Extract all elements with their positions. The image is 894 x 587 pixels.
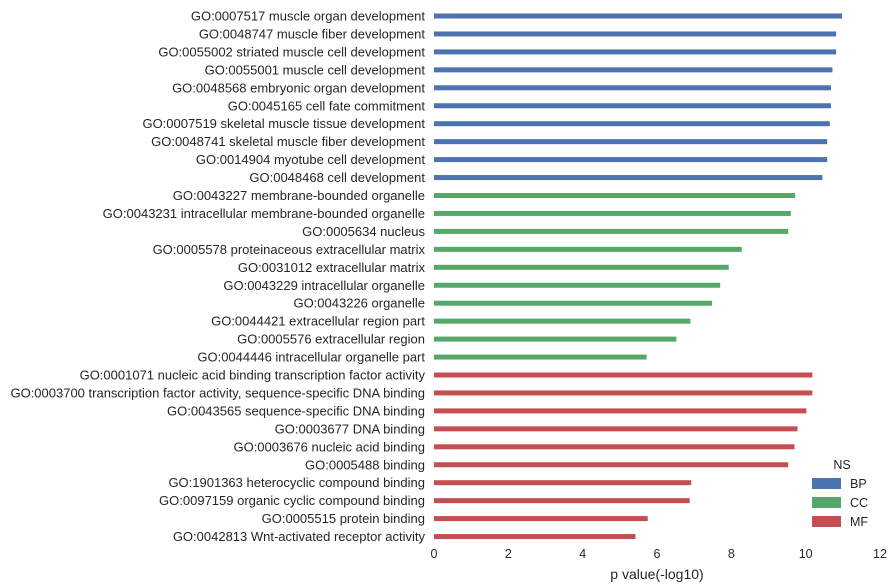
bar-bp — [434, 49, 837, 55]
x-tick-label: 6 — [654, 547, 661, 561]
category-label: GO:0043231 intracellular membrane-bounde… — [103, 206, 425, 221]
bar-cc — [434, 300, 713, 306]
legend: NS BP CC MF — [812, 458, 868, 529]
category-label: GO:0043565 sequence-specific DNA binding — [167, 403, 425, 418]
category-label: GO:0048741 skeletal muscle fiber develop… — [151, 134, 425, 149]
bar-cc — [434, 228, 789, 234]
category-label: GO:0001071 nucleic acid binding transcri… — [80, 368, 426, 383]
category-label: GO:0005488 binding — [305, 457, 425, 472]
bar-cc — [434, 282, 721, 288]
bar-cc — [434, 354, 647, 360]
category-label: GO:0007517 muscle organ development — [191, 9, 426, 24]
bars-layer — [434, 13, 843, 540]
category-label: GO:0048468 cell development — [249, 170, 425, 185]
bar-mf — [434, 462, 789, 468]
category-label: GO:0043226 organelle — [293, 296, 425, 311]
category-label: GO:0005578 proteinaceous extracellular m… — [153, 242, 426, 257]
x-tick-label: 8 — [728, 547, 735, 561]
bar-bp — [434, 175, 823, 181]
category-label: GO:0055002 striated muscle cell developm… — [158, 44, 425, 59]
bar-bp — [434, 103, 831, 109]
bar-bp — [434, 85, 831, 91]
category-label: GO:0043227 membrane-bounded organelle — [173, 188, 425, 203]
bar-mf — [434, 390, 813, 396]
x-tick-label: 10 — [799, 547, 813, 561]
x-tick-label: 2 — [505, 547, 512, 561]
category-label: GO:0044421 extracellular region part — [211, 314, 425, 329]
bar-mf — [434, 372, 813, 378]
category-label: GO:0003677 DNA binding — [275, 421, 425, 436]
legend-label-mf: MF — [850, 515, 868, 529]
category-label: GO:0014904 myotube cell development — [196, 152, 425, 167]
category-label: GO:0005576 extracellular region — [237, 332, 425, 347]
bar-bp — [434, 31, 837, 37]
legend-label-cc: CC — [850, 496, 868, 510]
x-tick-label: 12 — [873, 547, 887, 561]
bar-mf — [434, 534, 636, 540]
bar-bp — [434, 157, 828, 163]
bar-mf — [434, 516, 648, 522]
category-label: GO:0042813 Wnt-activated receptor activi… — [173, 529, 426, 544]
legend-swatch-bp — [812, 478, 841, 489]
bar-mf — [434, 444, 795, 450]
category-label: GO:0097159 organic cyclic compound bindi… — [159, 493, 425, 508]
bar-cc — [434, 210, 791, 216]
category-label: GO:0003700 transcription factor activity… — [10, 385, 425, 400]
category-label: GO:0031012 extracellular matrix — [238, 260, 426, 275]
x-axis-ticks: 0 2 4 6 8 10 12 — [431, 547, 887, 561]
category-label: GO:0003676 nucleic acid binding — [233, 439, 425, 454]
bar-mf — [434, 426, 798, 432]
category-label: GO:0044446 intracellular organelle part — [197, 350, 425, 365]
legend-title: NS — [833, 458, 850, 472]
bar-mf — [434, 480, 692, 486]
bar-bp — [434, 13, 843, 19]
bar-bp — [434, 139, 828, 145]
legend-label-bp: BP — [850, 477, 867, 491]
legend-swatch-cc — [812, 497, 841, 508]
category-label: GO:0045165 cell fate commitment — [228, 98, 426, 113]
x-tick-label: 4 — [579, 547, 586, 561]
x-axis-label: p value(-log10) — [610, 566, 703, 582]
bar-cc — [434, 193, 796, 198]
category-labels: GO:0007517 muscle organ development GO:00… — [10, 9, 425, 545]
bar-cc — [434, 246, 742, 252]
category-label: GO:0005515 protein binding — [262, 511, 425, 526]
x-tick-label: 0 — [431, 547, 438, 561]
bar-bp — [434, 121, 830, 127]
category-label: GO:0005634 nucleus — [302, 224, 425, 239]
bar-bp — [434, 67, 833, 73]
bar-mf — [434, 498, 690, 504]
category-label: GO:0055001 muscle cell development — [205, 62, 426, 77]
legend-swatch-mf — [812, 516, 841, 527]
bar-cc — [434, 336, 677, 342]
bar-cc — [434, 318, 691, 324]
bar-cc — [434, 264, 729, 270]
bar-mf — [434, 408, 807, 414]
category-label: GO:0007519 skeletal muscle tissue develo… — [142, 116, 425, 131]
category-label: GO:0043229 intracellular organelle — [223, 278, 425, 293]
category-label: GO:0048747 muscle fiber development — [199, 26, 426, 41]
category-label: GO:0048568 embryonic organ development — [172, 80, 425, 95]
category-label: GO:1901363 heterocyclic compound binding — [168, 475, 425, 490]
